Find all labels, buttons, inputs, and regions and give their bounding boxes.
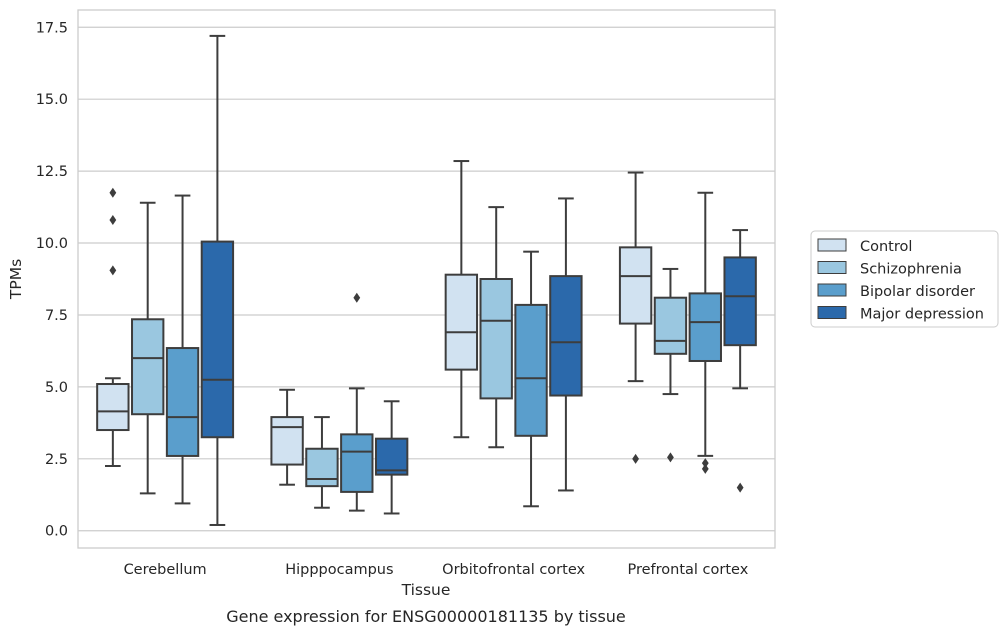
y-tick-label: 10.0	[36, 236, 68, 252]
y-tick-label: 17.5	[36, 20, 68, 36]
legend-label: Major depression	[860, 307, 984, 323]
outlier-point	[109, 265, 117, 276]
outlier-point	[109, 187, 117, 198]
box-body	[270, 416, 304, 466]
x-tick-label: Cerebellum	[124, 562, 207, 578]
x-tick-label: Hipppocampus	[285, 562, 393, 578]
box-group	[479, 206, 513, 449]
box-body	[96, 383, 130, 432]
box-body	[549, 275, 583, 397]
box-body	[340, 433, 374, 493]
y-axis-ticks: 0.0 2.5 5.0 7.5 10.0 12.5 15.0 17.5	[36, 20, 68, 539]
y-tick-label: 0.0	[45, 524, 68, 540]
outlier-point	[736, 482, 744, 493]
x-axis-ticks: Cerebellum Hipppocampus Orbitofrontal cort…	[124, 562, 749, 578]
outlier-point	[701, 458, 709, 469]
outlier-point	[109, 215, 117, 226]
legend-label: Control	[860, 239, 912, 255]
outlier-point	[701, 463, 709, 474]
box-group	[444, 160, 479, 439]
box-body	[444, 273, 479, 371]
box-group	[549, 197, 583, 492]
chart-caption: Gene expression for ENSG00000181135 by t…	[226, 607, 626, 626]
y-tick-label: 5.0	[45, 380, 68, 396]
legend-label: Bipolar disorder	[860, 284, 975, 300]
box-body	[653, 296, 688, 355]
legend-swatch	[817, 306, 847, 319]
box-body	[514, 303, 548, 437]
box-body	[479, 278, 513, 400]
legend-label: Schizophrenia	[860, 262, 962, 278]
box-body	[688, 292, 722, 362]
x-tick-label: Prefrontal cortex	[627, 562, 748, 578]
box-body	[200, 240, 235, 439]
y-tick-label: 7.5	[45, 308, 68, 324]
outlier-point	[353, 292, 361, 303]
box-group	[514, 250, 548, 508]
y-tick-label: 2.5	[45, 452, 68, 468]
box-body	[305, 447, 339, 488]
box-group	[340, 292, 374, 512]
legend-swatch	[817, 238, 847, 252]
box-body	[131, 318, 165, 416]
box-group	[270, 388, 304, 486]
plot-area	[96, 34, 757, 526]
box-group	[688, 191, 722, 474]
y-tick-label: 15.0	[36, 92, 68, 108]
box-group	[131, 201, 165, 495]
legend-swatch	[817, 261, 847, 274]
x-axis-label: Tissue	[401, 581, 451, 599]
box-group	[653, 267, 688, 463]
box-body	[374, 437, 409, 476]
box-group	[723, 229, 757, 493]
box-group	[200, 34, 235, 526]
box-group	[618, 171, 653, 464]
legend: Control Schizophrenia Bipolar disorder Majo…	[810, 230, 999, 328]
outlier-point	[667, 452, 674, 463]
legend-swatch	[817, 283, 847, 297]
outlier-point	[632, 453, 639, 464]
box-group	[96, 187, 130, 468]
box-group	[305, 416, 339, 509]
y-axis-label: TPMs	[7, 259, 25, 300]
box-body	[618, 246, 653, 325]
box-group	[165, 194, 200, 505]
legend-frame	[810, 230, 999, 328]
y-tick-label: 12.5	[36, 164, 68, 180]
plot-frame	[77, 9, 776, 549]
box-body	[165, 347, 200, 457]
box-body	[723, 256, 757, 347]
x-tick-label: Orbitofrontal cortex	[442, 562, 585, 578]
box-group	[374, 400, 409, 515]
